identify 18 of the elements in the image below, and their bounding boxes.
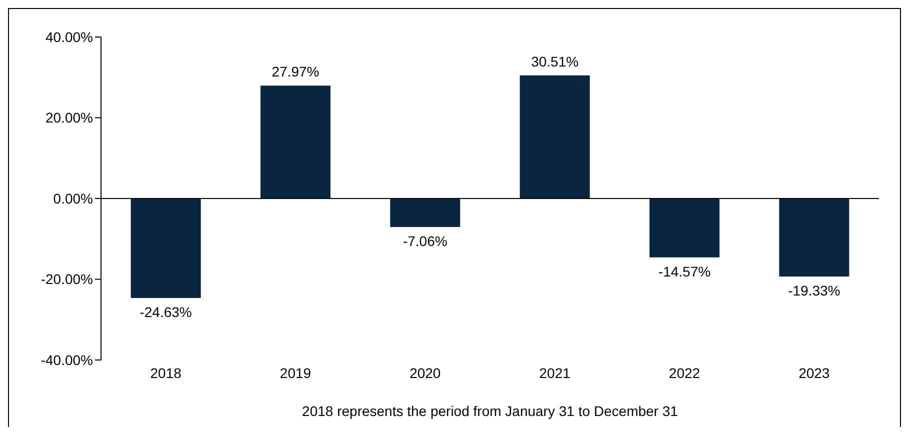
x-tick-label: 2021 (539, 364, 571, 381)
y-tick-label: -40.00% (40, 352, 93, 368)
y-tick-label: 40.00% (46, 28, 93, 45)
x-tick-label: 2019 (280, 364, 312, 381)
x-tick-label: 2023 (798, 364, 830, 381)
data-label: -19.33% (788, 282, 840, 299)
y-tick-label: 0.00% (53, 190, 93, 206)
data-label: 27.97% (272, 64, 320, 80)
y-tick-label: -20.00% (40, 271, 93, 288)
x-tick-label: 2022 (668, 364, 700, 381)
y-tick-label: 20.00% (46, 110, 93, 126)
data-label: -24.63% (140, 304, 192, 320)
x-axis-title: 2018 represents the period from January 31 to December 31 (302, 403, 678, 419)
data-label: 30.51% (531, 53, 579, 70)
data-label: -7.06% (402, 233, 448, 250)
x-tick-label: 2020 (410, 364, 441, 381)
data-label: -14.57% (658, 263, 711, 280)
x-tick-label: 2018 (150, 364, 182, 381)
